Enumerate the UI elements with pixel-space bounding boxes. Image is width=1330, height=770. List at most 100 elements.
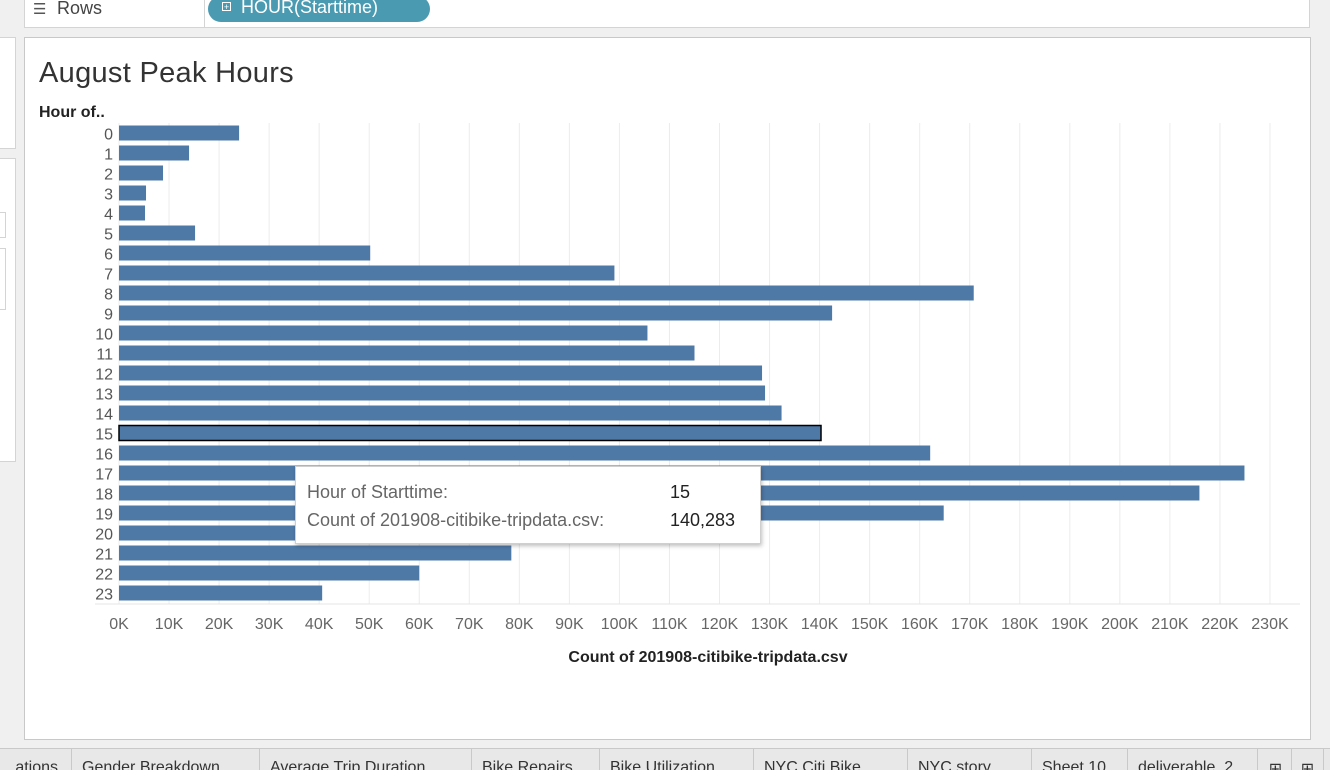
bar-hour-23[interactable] bbox=[119, 585, 323, 601]
sheet-tab[interactable]: ...ations bbox=[0, 749, 72, 770]
bar-hour-11[interactable] bbox=[119, 345, 695, 361]
y-tick-label: 13 bbox=[95, 387, 113, 404]
tooltip-label-hour: Hour of Starttime: bbox=[307, 482, 449, 502]
sheet-tab-label: NYC Citi Bike bbox=[764, 759, 861, 770]
x-axis-title: Count of 201908-citibike-tripdata.csv bbox=[568, 649, 847, 666]
bar-hour-3[interactable] bbox=[119, 185, 147, 201]
y-tick-label: 19 bbox=[95, 507, 113, 524]
sheet-tab-label: ...ations bbox=[2, 759, 59, 770]
sidebar-panel-bottom bbox=[0, 158, 16, 462]
y-tick-label: 8 bbox=[104, 287, 113, 304]
sidebar-panel-top bbox=[0, 37, 16, 149]
x-tick-label: 140K bbox=[801, 616, 839, 633]
y-tick-label: 10 bbox=[95, 327, 113, 344]
y-tick-label: 16 bbox=[95, 447, 113, 464]
y-tick-label: 22 bbox=[95, 567, 113, 584]
y-tick-label: 9 bbox=[104, 307, 113, 324]
bar-hour-10[interactable] bbox=[119, 325, 648, 341]
y-tick-label: 15 bbox=[95, 427, 113, 444]
y-tick-label: 4 bbox=[104, 207, 113, 224]
tooltip: Hour of Starttime: 15 Count of 201908-ci… bbox=[295, 466, 761, 544]
new-worksheet-icon[interactable]: ⊞ bbox=[1260, 749, 1292, 770]
x-tick-label: 120K bbox=[701, 616, 739, 633]
tooltip-value-hour: 15 bbox=[670, 482, 691, 502]
x-tick-label: 230K bbox=[1251, 616, 1289, 633]
x-tick-label: 220K bbox=[1201, 616, 1239, 633]
x-tick-label: 100K bbox=[601, 616, 639, 633]
y-tick-label: 5 bbox=[104, 227, 113, 244]
bar-hour-6[interactable] bbox=[119, 245, 371, 261]
x-tick-label: 90K bbox=[555, 616, 584, 633]
worksheet-view: August Peak Hours 0 1 2 3 4 5 6 7 8 9 10 11 12 13 14 15… bbox=[24, 37, 1311, 740]
sheet-tab[interactable]: Bike Utilization bbox=[600, 749, 754, 770]
sheet-tab[interactable]: Sheet 10 bbox=[1032, 749, 1128, 770]
y-tick-label: 3 bbox=[104, 187, 113, 204]
y-tick-label: 17 bbox=[95, 467, 113, 484]
x-tick-label: 40K bbox=[305, 616, 334, 633]
y-tick-label: 2 bbox=[104, 167, 113, 184]
x-tick-label: 0K bbox=[109, 616, 129, 633]
hour-starttime-pill[interactable]: + HOUR(Starttime) bbox=[208, 0, 430, 22]
x-tick-label: 190K bbox=[1051, 616, 1089, 633]
x-tick-label: 200K bbox=[1101, 616, 1139, 633]
x-tick-label: 70K bbox=[455, 616, 484, 633]
bar-hour-16[interactable] bbox=[119, 445, 931, 461]
bar-hour-2[interactable] bbox=[119, 165, 164, 181]
bar-hour-7[interactable] bbox=[119, 265, 615, 281]
sheet-tab[interactable]: NYC story bbox=[908, 749, 1032, 770]
sheet-tab-label: Bike Repairs bbox=[482, 759, 573, 770]
bar-hour-15[interactable] bbox=[118, 424, 822, 442]
y-tick-label: 18 bbox=[95, 487, 113, 504]
sheet-tab-label: Bike Utilization bbox=[610, 759, 715, 770]
x-tick-label: 110K bbox=[651, 616, 688, 633]
x-tick-label: 160K bbox=[901, 616, 939, 633]
y-tick-label: 0 bbox=[104, 127, 113, 144]
y-tick-label: 11 bbox=[96, 347, 113, 364]
chart-title: August Peak Hours bbox=[39, 57, 294, 89]
bar-hour-14[interactable] bbox=[119, 405, 782, 421]
x-tick-label: 210K bbox=[1151, 616, 1189, 633]
x-tick-label: 30K bbox=[255, 616, 284, 633]
x-tick-label: 150K bbox=[851, 616, 889, 633]
x-tick-label: 80K bbox=[505, 616, 534, 633]
sheet-tabs: ...ations Gender Breakdown Average Trip Du… bbox=[0, 748, 1330, 770]
bar-hour-13[interactable] bbox=[119, 385, 766, 401]
sheet-tab[interactable]: Gender Breakdown bbox=[72, 749, 260, 770]
x-tick-label: 60K bbox=[405, 616, 434, 633]
bar-hour-4[interactable] bbox=[119, 205, 146, 221]
bar-hour-8[interactable] bbox=[119, 285, 974, 301]
bar-hour-21[interactable] bbox=[119, 545, 512, 561]
sheet-tab[interactable]: Bike Repairs bbox=[472, 749, 600, 770]
sheet-tab[interactable]: NYC Citi Bike bbox=[754, 749, 908, 770]
pill-label: HOUR(Starttime) bbox=[241, 0, 379, 17]
y-tick-label: 21 bbox=[95, 547, 113, 564]
sidebar-control[interactable] bbox=[0, 212, 6, 238]
bar-hour-22[interactable] bbox=[119, 565, 420, 581]
y-tick-label: 7 bbox=[104, 267, 113, 284]
sheet-tab-label: deliverable_2 bbox=[1138, 759, 1234, 770]
bar-hour-9[interactable] bbox=[119, 305, 833, 321]
x-tick-label: 10K bbox=[155, 616, 184, 633]
x-tick-label: 50K bbox=[355, 616, 384, 633]
y-tick-label: 23 bbox=[95, 587, 113, 604]
x-tick-label: 180K bbox=[1001, 616, 1039, 633]
y-tick-label: 6 bbox=[104, 247, 113, 264]
y-axis-title: Hour of.. bbox=[39, 104, 105, 121]
sheet-tab[interactable]: deliverable_2 bbox=[1128, 749, 1258, 770]
sidebar-control-2[interactable] bbox=[0, 248, 6, 310]
rows-shelf-label-cell: ☰ Rows bbox=[25, 0, 205, 27]
bar-hour-5[interactable] bbox=[119, 225, 196, 241]
sheet-tab-label: Gender Breakdown bbox=[82, 759, 220, 770]
x-tick-label: 130K bbox=[751, 616, 789, 633]
bar-hour-12[interactable] bbox=[119, 365, 763, 381]
bar-hour-0[interactable] bbox=[119, 125, 240, 141]
y-tick-label: 12 bbox=[95, 367, 113, 384]
sheet-tab[interactable]: Average Trip Duration bbox=[260, 749, 472, 770]
x-tick-label: 170K bbox=[951, 616, 989, 633]
expand-plus-icon[interactable]: + bbox=[222, 2, 231, 12]
rows-label: Rows bbox=[57, 0, 103, 18]
tooltip-value-count: 140,283 bbox=[670, 510, 736, 530]
bar-hour-1[interactable] bbox=[119, 145, 190, 161]
new-dashboard-icon[interactable]: ⊞ bbox=[1292, 749, 1324, 770]
